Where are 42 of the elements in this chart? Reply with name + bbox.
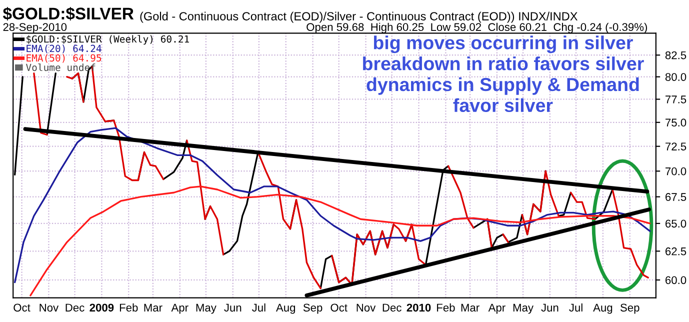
x-tick-label: Jul — [569, 303, 582, 312]
x-tick-label: Dec — [66, 304, 84, 312]
legend-label: $GOLD:$SILVER (Weekly) 60.21 — [26, 35, 189, 45]
x-tick-label: Aug — [593, 304, 612, 314]
y-tick-label: 70.0 — [666, 167, 686, 176]
x-tick-label: Apr — [171, 304, 188, 314]
x-tick-label: Jun — [224, 304, 242, 312]
y-tick-label: 62.5 — [666, 247, 686, 256]
chart-subtitle: (Gold - Continuous Contract (EOD)/Silver - Continuous Contract (EOD)) INDX/INDX — [140, 12, 578, 23]
x-tick-label: Dec — [382, 304, 402, 312]
y-tick-label: 75.0 — [666, 118, 686, 127]
x-tick-label: Jul — [252, 303, 266, 312]
y-tick-label: 80.0 — [665, 73, 686, 81]
x-tick-label: May — [196, 304, 216, 314]
x-tick-label: Feb — [437, 303, 455, 312]
x-tick-label: Mar — [144, 304, 162, 312]
chart-title: $GOLD:$SILVER — [2, 6, 134, 21]
x-tick-label: Nov — [40, 304, 59, 312]
annotation: big moves occurring in silver breakdown in ratio favors silver dynamics in Supply & Demand favor silver — [363, 36, 644, 112]
y-tick-label: 72.5 — [666, 142, 686, 150]
x-tick-label: 2009 — [90, 304, 114, 312]
y-tick-label: 60.0 — [666, 276, 686, 284]
y-tick-label: 77.5 — [666, 96, 686, 104]
x-tick-label: 2010 — [406, 304, 431, 312]
x-tick-label: Feb — [120, 303, 138, 312]
y-tick-label: 67.5 — [666, 193, 686, 201]
x-tick-label: May — [513, 304, 534, 314]
annotation: 28-Sep-2010 — [3, 23, 67, 34]
x-tick-label: Jun — [541, 304, 558, 312]
x-tick-label: Sep — [303, 304, 322, 314]
legend-label: EMA(20) 64.24 — [26, 44, 102, 54]
y-tick-label: 82.5 — [665, 51, 686, 60]
y-tick-label: 65.0 — [666, 220, 686, 228]
legend-label: EMA(50) 64.95 — [26, 54, 102, 63]
x-tick-label: Aug — [276, 304, 296, 314]
x-tick-label: Apr — [488, 304, 506, 314]
x-tick-label: Oct — [330, 304, 348, 312]
annotation: Open 59.68 High 60.25 Low 59.02 Close 60.21 Chg -0.24 (-0.39%) — [306, 22, 647, 34]
x-tick-label: Nov — [356, 304, 376, 312]
x-tick-label: Sep — [620, 304, 640, 314]
x-tick-label: Mar — [461, 304, 480, 312]
x-tick-label: Oct — [14, 304, 30, 312]
